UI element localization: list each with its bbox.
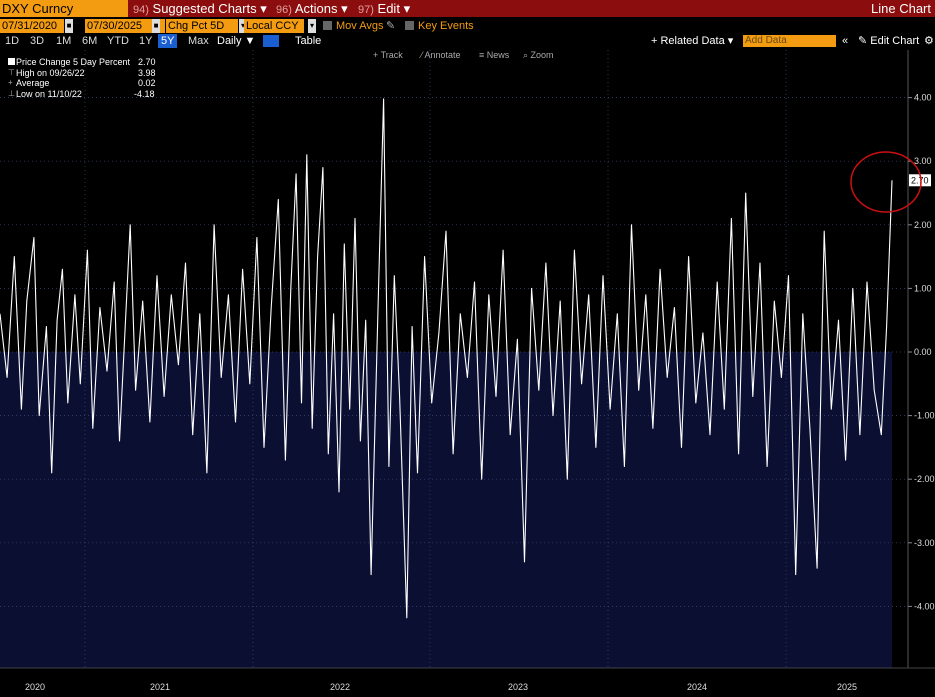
legend-low-value: -4.18 xyxy=(134,88,155,99)
negative-area-fill xyxy=(0,352,892,668)
legend-swatch xyxy=(8,58,15,65)
mov-avgs-checkbox[interactable] xyxy=(323,21,332,30)
annotation-circle xyxy=(850,151,922,213)
gear-icon[interactable]: ⚙ xyxy=(924,35,934,47)
chevron-down-icon[interactable]: ▾ xyxy=(239,19,247,33)
zoom-tool[interactable]: ⌕ Zoom xyxy=(523,50,554,60)
table-button[interactable]: Table xyxy=(295,35,322,47)
high-marker-icon: ⊤ xyxy=(8,67,15,77)
currency-selector[interactable]: Local CCY xyxy=(244,19,304,33)
x-tick-label: 2020 xyxy=(25,682,45,692)
y-tick-label: -4.00 xyxy=(914,601,935,611)
chevron-down-icon[interactable]: ▾ xyxy=(308,19,316,33)
period-max[interactable]: Max xyxy=(188,35,209,47)
chevron-down-icon: ▾ xyxy=(403,1,411,16)
legend-low-label: Low on 11/10/22 xyxy=(16,88,82,99)
legend-series-label: Price Change 5 Day Percent xyxy=(16,57,131,67)
period-5y[interactable]: 5Y xyxy=(158,34,178,48)
news-tool[interactable]: ≡ News xyxy=(479,50,510,60)
legend-high-value: 3.98 xyxy=(138,67,156,78)
calendar-icon[interactable]: ■ xyxy=(65,19,73,33)
legend-series-value: 2.70 xyxy=(138,57,156,67)
period-ytd[interactable]: YTD xyxy=(107,35,129,47)
menu-number: 97) xyxy=(358,4,374,16)
ticker-field[interactable]: DXY Curncy xyxy=(0,0,128,17)
edit-menu[interactable]: 97) Edit ▾ xyxy=(358,0,410,17)
chevron-down-icon: ▾ xyxy=(341,1,348,16)
low-marker-icon: ⊥ xyxy=(8,88,15,98)
related-data-label: + Related Data xyxy=(651,35,725,47)
chevron-down-icon: ▾ xyxy=(260,1,267,16)
period-3d[interactable]: 3D xyxy=(30,35,45,47)
key-events-checkbox[interactable] xyxy=(405,21,414,30)
frequency-label: Daily xyxy=(217,35,242,47)
add-data-input[interactable]: Add Data xyxy=(743,35,836,47)
menu-label: Suggested Charts xyxy=(152,1,257,16)
news-label: News xyxy=(486,50,510,60)
annotate-tool[interactable]: ⁄ Annotate xyxy=(421,50,461,60)
y-tick-label: -3.00 xyxy=(914,538,935,548)
chart-type-title: Line Chart xyxy=(871,1,931,16)
y-tick-label: 4.00 xyxy=(914,93,932,103)
actions-menu[interactable]: 96) Actions ▾ xyxy=(276,0,348,17)
annotate-label: Annotate xyxy=(424,50,461,60)
y-tick-label: 1.00 xyxy=(914,283,932,293)
period-1d[interactable]: 1D xyxy=(5,35,20,47)
related-data-button[interactable]: + Related Data ▾ xyxy=(651,35,734,47)
suggested-charts-menu[interactable]: 94) Suggested Charts ▾ xyxy=(133,0,267,17)
menu-label: Edit xyxy=(377,1,400,16)
legend-average-value: 0.02 xyxy=(138,78,156,88)
edit-chart-button[interactable]: ✎ Edit Chart xyxy=(858,35,920,47)
title-bar xyxy=(0,0,935,17)
menu-number: 96) xyxy=(276,4,292,16)
y-tick-label: -2.00 xyxy=(914,474,935,484)
start-date-field[interactable]: 07/31/2020 xyxy=(0,19,64,33)
track-tool[interactable]: + Track xyxy=(373,50,403,60)
edit-chart-label: Edit Chart xyxy=(870,35,920,47)
period-1m[interactable]: 1M xyxy=(56,35,72,47)
pencil-icon[interactable]: ✎ xyxy=(386,20,396,32)
period-6m[interactable]: 6M xyxy=(82,35,98,47)
menu-number: 94) xyxy=(133,4,149,16)
x-tick-label: 2025 xyxy=(837,682,857,692)
legend-average-label: Average xyxy=(16,78,50,88)
y-tick-label: 0.00 xyxy=(914,347,932,357)
x-tick-label: 2022 xyxy=(330,682,350,692)
x-tick-label: 2021 xyxy=(150,682,170,692)
calendar-icon[interactable]: ■ xyxy=(152,19,160,33)
last-value-tag xyxy=(909,174,931,187)
chart-type-icon[interactable] xyxy=(263,35,279,47)
key-events-label[interactable]: Key Events xyxy=(418,20,474,32)
y-tick-label: -1.00 xyxy=(914,411,935,421)
field-selector[interactable]: Chg Pct 5D xyxy=(166,19,238,33)
menu-label: Actions xyxy=(294,1,338,16)
average-marker-icon: + xyxy=(8,78,13,87)
zoom-label: Zoom xyxy=(530,50,554,60)
y-tick-label: 2.00 xyxy=(914,220,932,230)
x-tick-label: 2023 xyxy=(508,682,528,692)
period-1y[interactable]: 1Y xyxy=(139,35,153,47)
frequency-selector[interactable]: Daily ▼ xyxy=(217,35,256,47)
collapse-icon[interactable]: « xyxy=(842,35,849,47)
legend-high-label: High on 09/26/22 xyxy=(16,67,85,78)
mov-avgs-label[interactable]: Mov Avgs xyxy=(336,20,384,32)
y-tick-label: 3.00 xyxy=(914,156,932,166)
last-value-label: 2.70 xyxy=(911,175,929,185)
x-tick-label: 2024 xyxy=(687,682,707,692)
series-line xyxy=(0,98,893,619)
end-date-field[interactable]: 07/30/2025 xyxy=(85,19,165,33)
track-label: Track xyxy=(380,50,403,60)
